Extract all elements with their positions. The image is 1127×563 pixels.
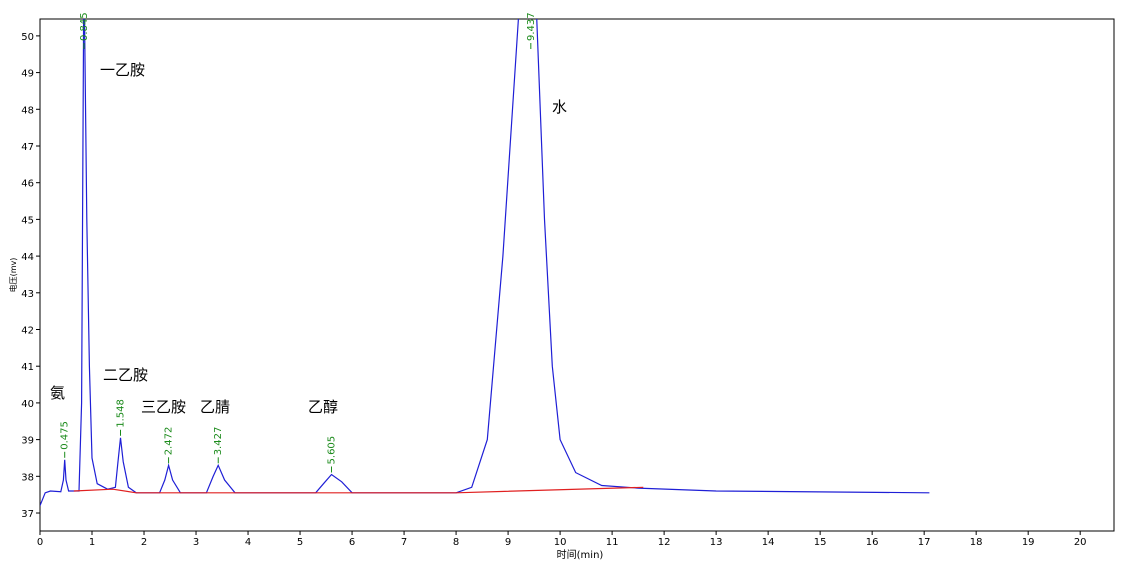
x-tick-label: 20 [1074, 537, 1087, 548]
y-tick-label: 45 [21, 215, 34, 226]
x-tick-label: 16 [866, 537, 879, 548]
peak-name: 二乙胺 [103, 366, 148, 384]
y-tick-label: 44 [21, 252, 34, 263]
peak-name: 一乙胺 [100, 61, 145, 79]
y-tick-label: 48 [21, 105, 34, 116]
peak-name: 乙腈 [200, 398, 230, 416]
y-tick-label: 47 [21, 142, 34, 153]
x-tick-label: 9 [505, 537, 511, 548]
x-tick-label: 11 [606, 537, 619, 548]
x-tick-label: 15 [814, 537, 827, 548]
peak-name: 乙醇 [308, 398, 338, 416]
x-axis-label: 时间(min) [557, 548, 604, 561]
series-line [40, 19, 930, 506]
x-tick-label: 8 [453, 537, 459, 548]
y-tick-label: 43 [21, 289, 34, 300]
y-tick-label: 50 [21, 32, 34, 43]
x-tick-label: 0 [37, 537, 43, 548]
x-tick-label: 17 [918, 537, 931, 548]
x-tick-label: 7 [401, 537, 407, 548]
y-tick-label: 37 [21, 509, 34, 520]
peak-name: 氨 [50, 384, 65, 402]
retention-time: 9.437 [526, 12, 537, 41]
y-tick-label: 42 [21, 326, 34, 337]
x-tick-label: 3 [193, 537, 199, 548]
retention-time: 0.845 [79, 12, 90, 41]
x-tick-label: 13 [710, 537, 723, 548]
series-line [73, 486, 644, 494]
y-tick-label: 40 [21, 399, 34, 410]
retention-time: 5.605 [327, 436, 338, 465]
peak-name: 三乙胺 [141, 398, 186, 416]
y-tick-label: 39 [21, 436, 34, 447]
y-axis-label: 电压(mv) [8, 258, 18, 293]
x-tick-label: 14 [762, 537, 775, 548]
peak-name: 水 [552, 98, 567, 116]
x-tick-label: 10 [554, 537, 567, 548]
y-tick-label: 38 [21, 472, 34, 483]
x-tick-label: 12 [658, 537, 671, 548]
retention-time: 0.475 [60, 421, 71, 450]
y-tick-label: 46 [21, 179, 34, 190]
retention-time: 1.548 [116, 399, 127, 428]
x-tick-label: 19 [1022, 537, 1035, 548]
x-tick-label: 2 [141, 537, 147, 548]
plot-frame [39, 18, 1115, 532]
x-tick-label: 18 [970, 537, 983, 548]
y-tick-label: 49 [21, 69, 34, 80]
retention-time: 3.427 [213, 427, 224, 456]
x-tick-label: 1 [89, 537, 95, 548]
y-tick-label: 41 [21, 362, 34, 373]
x-tick-label: 5 [297, 537, 303, 548]
x-tick-label: 4 [245, 537, 251, 548]
x-tick-label: 6 [349, 537, 355, 548]
retention-time: 2.472 [164, 427, 175, 456]
